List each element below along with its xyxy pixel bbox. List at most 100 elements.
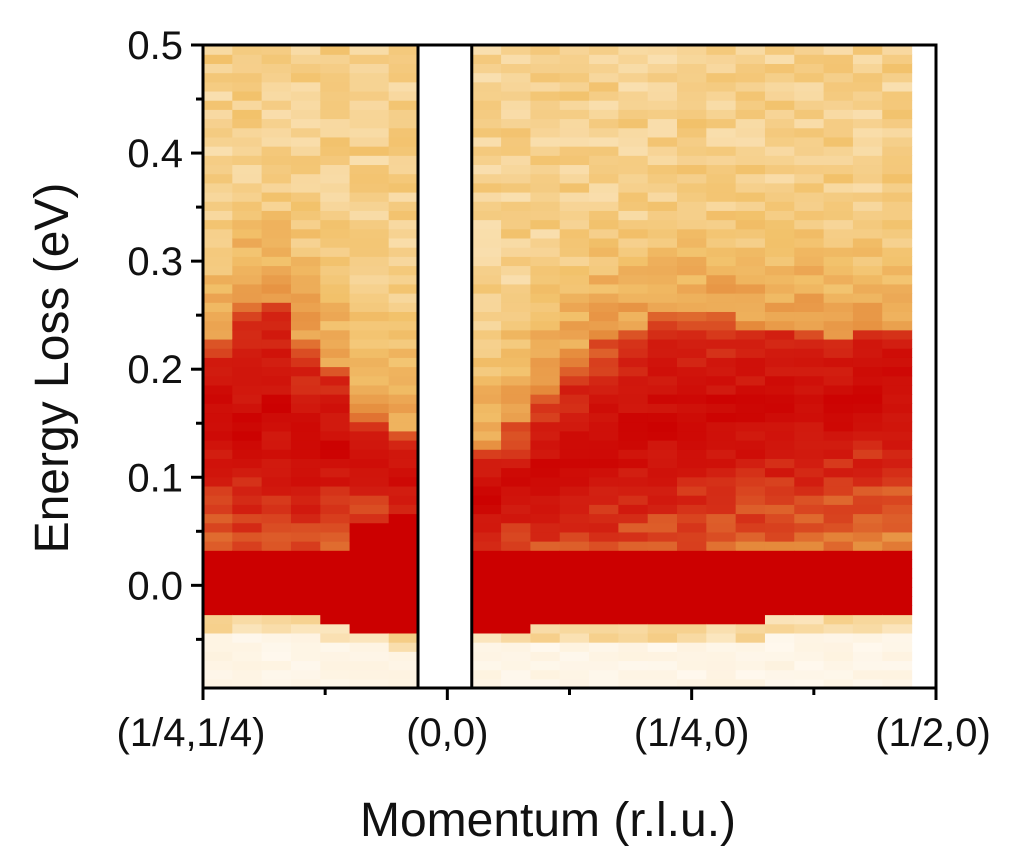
heatmap-cell-nodal-0 [203, 118, 233, 129]
heatmap-cell-antinodal-6 [647, 439, 678, 450]
heatmap-cell-antinodal-6 [647, 412, 678, 423]
heatmap-cell-nodal-2 [261, 596, 292, 606]
heatmap-cell-antinodal-6 [647, 614, 678, 625]
heatmap-cell-antinodal-4 [589, 256, 619, 267]
heatmap-cell-antinodal-4 [589, 458, 619, 469]
heatmap-cell-nodal-2 [261, 210, 292, 221]
heatmap-cell-antinodal-6 [647, 63, 678, 74]
heatmap-cell-antinodal-3 [559, 577, 590, 588]
heatmap-cell-antinodal-4 [589, 136, 619, 147]
heatmap-cell-antinodal-12 [823, 357, 854, 368]
heatmap-cell-antinodal-8 [706, 127, 737, 138]
heatmap-cell-antinodal-10 [764, 127, 795, 138]
heatmap-cell-antinodal-10 [764, 651, 795, 662]
heatmap-cell-nodal-1 [232, 531, 263, 542]
heatmap-cell-antinodal-0 [471, 320, 502, 331]
heatmap-cell-antinodal-13 [852, 449, 883, 459]
heatmap-cell-antinodal-2 [530, 614, 561, 625]
heatmap-cell-antinodal-8 [706, 348, 737, 358]
heatmap-cell-antinodal-11 [794, 651, 825, 662]
heatmap-cell-nodal-4 [320, 136, 351, 147]
heatmap-cell-antinodal-5 [618, 118, 649, 129]
heatmap-cell-antinodal-11 [794, 596, 825, 606]
heatmap-cell-antinodal-10 [764, 439, 795, 450]
heatmap-cell-nodal-0 [203, 384, 233, 395]
heatmap-cell-nodal-4 [320, 623, 351, 634]
heatmap-cell-antinodal-14 [882, 274, 913, 285]
heatmap-cell-antinodal-12 [823, 146, 854, 156]
heatmap-cell-nodal-1 [232, 357, 263, 368]
heatmap-cell-antinodal-13 [852, 375, 883, 386]
heatmap-cell-antinodal-14 [882, 439, 913, 450]
heatmap-cell-antinodal-2 [530, 384, 561, 395]
heatmap-cell-nodal-0 [203, 421, 233, 432]
heatmap-cell-antinodal-11 [794, 228, 825, 239]
heatmap-cell-nodal-5 [349, 247, 390, 257]
heatmap-cell-nodal-1 [232, 467, 263, 478]
heatmap-cell-antinodal-0 [471, 577, 502, 588]
heatmap-cell-antinodal-2 [530, 357, 561, 368]
heatmap-cell-nodal-2 [261, 357, 292, 368]
heatmap-cell-antinodal-1 [501, 274, 532, 285]
heatmap-cell-antinodal-7 [677, 274, 707, 285]
heatmap-cell-antinodal-8 [706, 541, 737, 551]
x-axis-label: Momentum (r.l.u.) [360, 794, 736, 847]
heatmap-cell-nodal-6 [388, 531, 419, 542]
heatmap-cell-antinodal-13 [852, 329, 883, 340]
heatmap-cell-antinodal-9 [735, 550, 766, 560]
heatmap-cell-antinodal-5 [618, 182, 649, 193]
heatmap-cell-antinodal-3 [559, 109, 590, 120]
heatmap-cell-antinodal-9 [735, 531, 766, 542]
heatmap-cell-antinodal-1 [501, 357, 532, 368]
heatmap-cell-antinodal-0 [471, 283, 502, 294]
heatmap-cell-antinodal-10 [764, 384, 795, 395]
heatmap-cell-antinodal-3 [559, 531, 590, 542]
heatmap-cell-antinodal-8 [706, 403, 737, 414]
heatmap-cell-nodal-6 [388, 513, 419, 524]
heatmap-cell-nodal-2 [261, 155, 292, 166]
heatmap-cell-antinodal-9 [735, 237, 766, 248]
heatmap-cell-nodal-5 [349, 237, 390, 248]
heatmap-cell-antinodal-1 [501, 651, 532, 662]
heatmap-cell-antinodal-6 [647, 320, 678, 331]
heatmap-cell-nodal-1 [232, 201, 263, 211]
heatmap-cell-nodal-2 [261, 109, 292, 120]
x-tick-label: (0,0) [406, 711, 488, 755]
heatmap-cell-antinodal-10 [764, 678, 795, 689]
heatmap-cell-antinodal-1 [501, 329, 532, 340]
heatmap-cell-nodal-6 [388, 504, 419, 515]
heatmap-cell-antinodal-12 [823, 45, 854, 55]
heatmap-cell-nodal-2 [261, 568, 292, 579]
heatmap-cell-antinodal-11 [794, 311, 825, 322]
heatmap-cell-antinodal-4 [589, 100, 619, 110]
heatmap-cell-nodal-3 [290, 357, 321, 368]
heatmap-cell-nodal-6 [388, 54, 419, 64]
heatmap-cell-antinodal-9 [735, 136, 766, 147]
heatmap-cell-nodal-0 [203, 614, 233, 625]
heatmap-cell-antinodal-10 [764, 467, 795, 478]
heatmap-cell-antinodal-7 [677, 136, 707, 147]
heatmap-cell-nodal-2 [261, 136, 292, 147]
heatmap-cell-antinodal-7 [677, 293, 707, 303]
heatmap-cell-antinodal-8 [706, 182, 737, 193]
heatmap-cell-antinodal-3 [559, 320, 590, 331]
heatmap-cell-antinodal-3 [559, 669, 590, 680]
heatmap-cell-antinodal-8 [706, 522, 737, 533]
heatmap-cell-antinodal-13 [852, 228, 883, 239]
heatmap-cell-nodal-0 [203, 54, 233, 64]
heatmap-cell-antinodal-9 [735, 623, 766, 634]
heatmap-cell-antinodal-8 [706, 100, 737, 110]
heatmap-cell-antinodal-1 [501, 476, 532, 487]
heatmap-cell-nodal-1 [232, 586, 263, 597]
heatmap-cell-antinodal-9 [735, 338, 766, 349]
heatmap-cell-nodal-5 [349, 256, 390, 267]
heatmap-cell-antinodal-13 [852, 283, 883, 294]
heatmap-cell-antinodal-0 [471, 256, 502, 267]
heatmap-cell-antinodal-5 [618, 228, 649, 239]
heatmap-cell-antinodal-7 [677, 320, 707, 331]
heatmap-cell-nodal-0 [203, 366, 233, 377]
heatmap-cell-antinodal-7 [677, 182, 707, 193]
heatmap-cell-antinodal-13 [852, 173, 883, 184]
heatmap-cell-antinodal-4 [589, 72, 619, 83]
heatmap-cell-nodal-3 [290, 136, 321, 147]
